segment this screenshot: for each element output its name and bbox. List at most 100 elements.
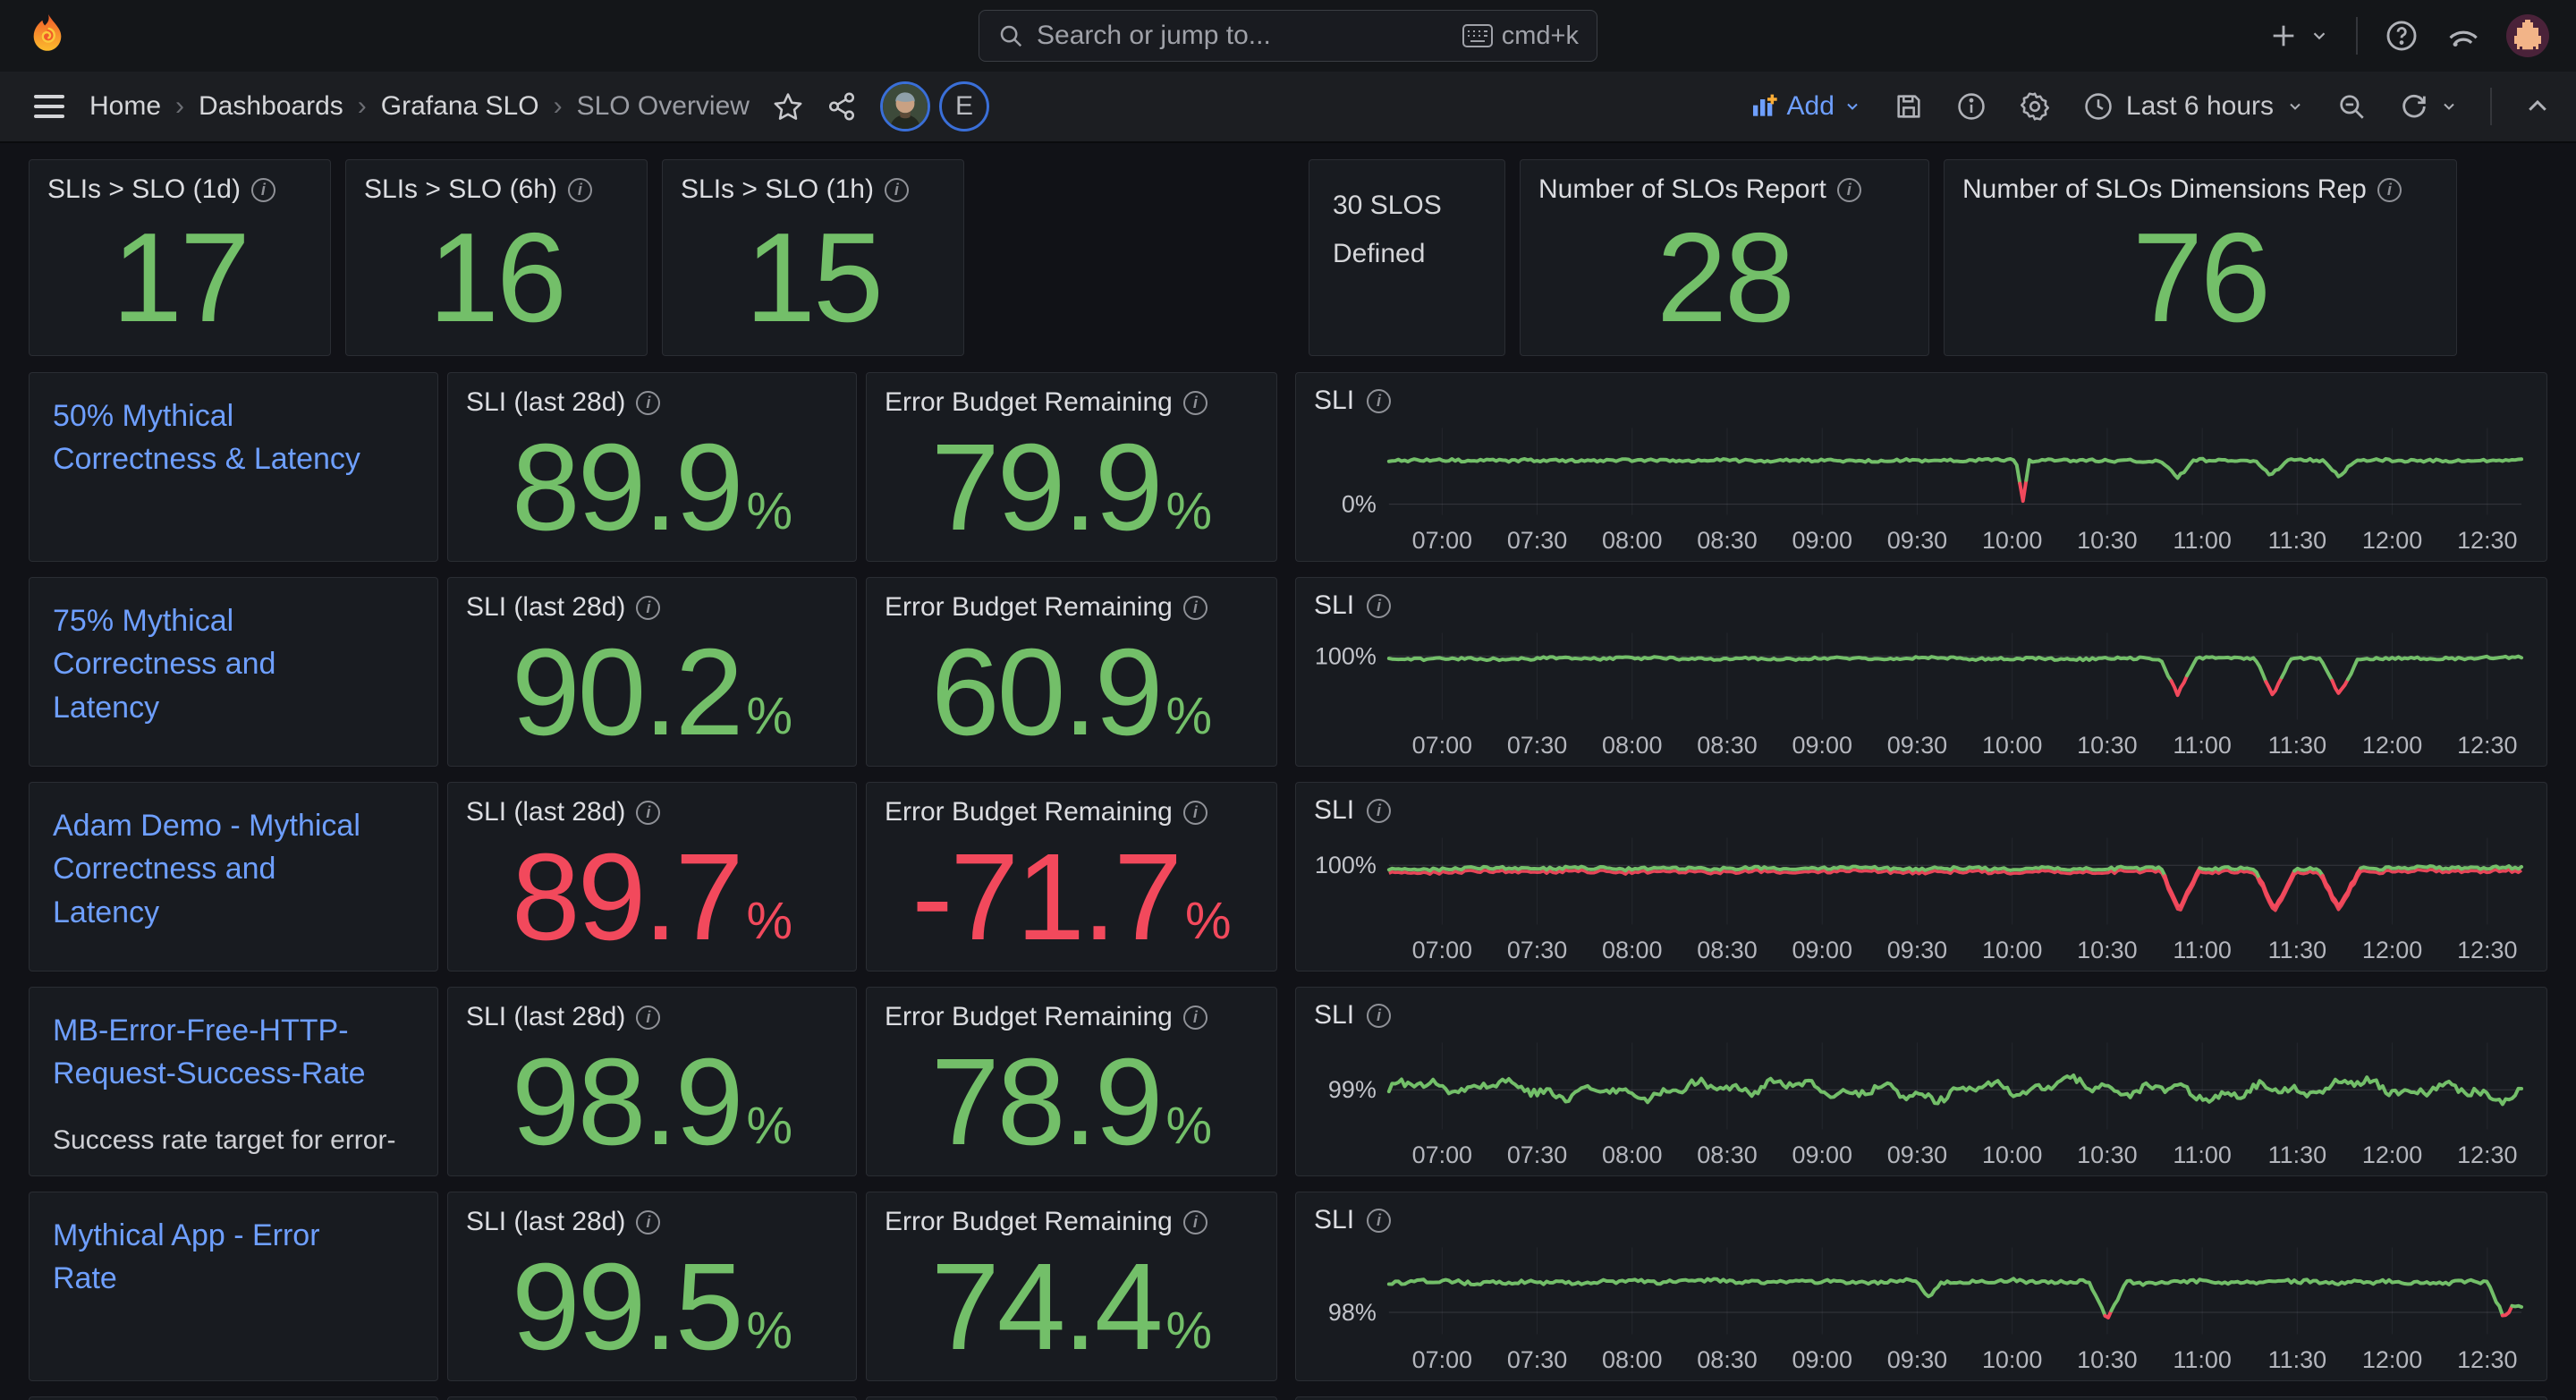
breadcrumb-current: SLO Overview xyxy=(576,91,750,121)
panel-sli-stat: SLI (last 28d) i 99.5% xyxy=(447,1192,857,1381)
panel-title[interactable]: Error Budget Remaining xyxy=(885,387,1173,417)
svg-text:08:00: 08:00 xyxy=(1602,732,1662,759)
slo-row: 75% Mythical Correctness and Latency SLI… xyxy=(29,577,2547,767)
panel-title[interactable]: SLI (last 28d) xyxy=(466,1207,626,1236)
slo-row: 50% Mythical Correctness & Latency SLI (… xyxy=(29,372,2547,562)
panel-title[interactable]: SLI (last 28d) xyxy=(466,1002,626,1031)
panel-title[interactable]: Number of SLOs Report xyxy=(1538,174,1826,204)
svg-text:07:00: 07:00 xyxy=(1412,937,1472,963)
add-panel-button[interactable]: Add xyxy=(1750,91,1861,122)
panel-title[interactable]: SLIs > SLO (1d) xyxy=(47,174,241,204)
settings-gear-icon[interactable] xyxy=(2019,90,2051,123)
collapse-chevron-up-icon[interactable] xyxy=(2524,93,2551,120)
info-icon[interactable]: i xyxy=(884,177,909,202)
panel-title[interactable]: SLI xyxy=(1314,1205,1355,1235)
info-icon[interactable]: i xyxy=(1182,1005,1208,1030)
slo-link[interactable]: 75% Mythical Correctness and Latency xyxy=(53,604,276,725)
refresh-icon[interactable] xyxy=(2399,91,2429,122)
share-icon[interactable] xyxy=(826,91,857,122)
info-icon[interactable]: i xyxy=(1367,593,1392,618)
panel-sli-chart: SLI i 07:00 07:30 08:00 08:30 09:00 09:30 10:00… xyxy=(1295,782,2547,972)
sli-timeseries-chart[interactable]: 07:00 07:30 08:00 08:30 09:00 09:30 10:00 10:30… xyxy=(1296,783,2546,971)
info-icon[interactable]: i xyxy=(1367,388,1392,413)
slos-defined-line1: 30 SLOS xyxy=(1333,191,1442,220)
svg-text:09:00: 09:00 xyxy=(1792,732,1852,759)
svg-text:08:00: 08:00 xyxy=(1602,1141,1662,1168)
info-icon[interactable]: i xyxy=(250,177,275,202)
slo-link[interactable]: MB-Error-Free-HTTP-Request-Success-Rate xyxy=(53,1014,366,1091)
panel-slos-defined: 30 SLOS Defined xyxy=(1309,159,1505,356)
save-icon[interactable] xyxy=(1894,91,1924,122)
svg-text:11:30: 11:30 xyxy=(2268,1346,2326,1373)
slo-link[interactable]: Adam Demo - Mythical Correctness and Lat… xyxy=(53,809,360,929)
svg-text:08:30: 08:30 xyxy=(1697,527,1757,554)
panel-title[interactable]: SLI xyxy=(1314,590,1355,620)
info-icon[interactable]: i xyxy=(1836,177,1861,202)
news-button[interactable] xyxy=(2445,19,2479,53)
info-icon[interactable]: i xyxy=(1182,1209,1208,1235)
breadcrumb: Home › Dashboards › Grafana SLO › SLO Ov… xyxy=(89,91,750,122)
dashboard-insights-icon[interactable] xyxy=(1956,91,1987,122)
panel-title[interactable]: SLI xyxy=(1314,386,1355,415)
info-icon[interactable]: i xyxy=(1182,390,1208,415)
sli-unit: % xyxy=(746,686,793,745)
panel-title[interactable]: Number of SLOs Dimensions Rep xyxy=(1962,174,2367,204)
help-button[interactable] xyxy=(2385,19,2419,53)
slo-link[interactable]: Mythical App - Error Rate xyxy=(53,1218,320,1296)
sli-timeseries-chart[interactable]: 07:00 07:30 08:00 08:30 09:00 09:30 10:00 10:30… xyxy=(1296,578,2546,766)
panel-error-budget: Error Budget Remaining i 79.9% xyxy=(866,372,1277,562)
panel-title[interactable]: SLIs > SLO (1h) xyxy=(681,174,874,204)
svg-text:11:30: 11:30 xyxy=(2268,732,2326,759)
panel-title[interactable]: SLI xyxy=(1314,1000,1355,1030)
panel-title[interactable]: Error Budget Remaining xyxy=(885,592,1173,622)
sli-timeseries-chart[interactable]: 07:00 07:30 08:00 08:30 09:00 09:30 10:00 10:30… xyxy=(1296,373,2546,561)
sli-timeseries-chart[interactable]: 07:00 07:30 08:00 08:30 09:00 09:30 10:00 10:30… xyxy=(1296,1192,2546,1380)
info-icon[interactable]: i xyxy=(636,595,661,620)
panel-title[interactable]: Error Budget Remaining xyxy=(885,797,1173,827)
eb-unit: % xyxy=(1165,1301,1213,1360)
viewer-avatar-badge[interactable]: E xyxy=(938,81,989,132)
panel-title[interactable]: Error Budget Remaining xyxy=(885,1002,1173,1031)
new-button[interactable] xyxy=(2268,21,2329,51)
info-icon[interactable]: i xyxy=(567,177,592,202)
info-icon[interactable]: i xyxy=(1367,1003,1392,1028)
info-icon[interactable]: i xyxy=(636,1209,661,1235)
menu-button[interactable] xyxy=(34,95,64,118)
panel-title[interactable]: SLI (last 28d) xyxy=(466,797,626,827)
breadcrumb-folder[interactable]: Grafana SLO xyxy=(380,91,539,121)
viewer-avatar-photo[interactable] xyxy=(879,81,930,132)
panel-title[interactable]: Error Budget Remaining xyxy=(885,1207,1173,1236)
info-icon[interactable]: i xyxy=(1182,595,1208,620)
info-icon[interactable]: i xyxy=(636,390,661,415)
svg-text:10:30: 10:30 xyxy=(2077,1141,2137,1168)
info-icon[interactable]: i xyxy=(1182,800,1208,825)
breadcrumb-home[interactable]: Home xyxy=(89,91,162,121)
time-range-picker[interactable]: Last 6 hours xyxy=(2083,91,2304,122)
viewer-initial: E xyxy=(954,91,973,121)
panel-title[interactable]: SLI (last 28d) xyxy=(466,387,626,417)
info-icon[interactable]: i xyxy=(2377,177,2402,202)
svg-text:10:30: 10:30 xyxy=(2077,1346,2137,1373)
eb-unit: % xyxy=(1165,481,1213,540)
panel-title[interactable]: SLI (last 28d) xyxy=(466,592,626,622)
panel-sli-chart: SLI i 07:00 07:30 08:00 08:30 09:00 09:30 10:00… xyxy=(1295,372,2547,562)
search-input[interactable]: Search or jump to... cmd+k xyxy=(979,10,1597,62)
grafana-logo[interactable] xyxy=(27,13,68,58)
info-icon[interactable]: i xyxy=(1367,1208,1392,1233)
panel-slis-slo-6h: SLIs > SLO (6h) i 16 xyxy=(345,159,648,356)
stat-value: 15 xyxy=(745,207,884,349)
user-avatar[interactable] xyxy=(2506,14,2549,57)
star-icon[interactable] xyxy=(773,91,803,122)
help-icon xyxy=(2386,21,2417,51)
breadcrumb-dashboards[interactable]: Dashboards xyxy=(199,91,343,121)
chevron-down-icon[interactable] xyxy=(2440,98,2458,115)
svg-text:0%: 0% xyxy=(1342,491,1377,518)
panel-title[interactable]: SLIs > SLO (6h) xyxy=(364,174,557,204)
panel-title[interactable]: SLI xyxy=(1314,795,1355,825)
slo-link[interactable]: 50% Mythical Correctness & Latency xyxy=(53,399,360,477)
zoom-out-icon[interactable] xyxy=(2336,91,2367,122)
info-icon[interactable]: i xyxy=(636,800,661,825)
info-icon[interactable]: i xyxy=(636,1005,661,1030)
info-icon[interactable]: i xyxy=(1367,798,1392,823)
sli-timeseries-chart[interactable]: 07:00 07:30 08:00 08:30 09:00 09:30 10:00 10:30… xyxy=(1296,988,2546,1175)
